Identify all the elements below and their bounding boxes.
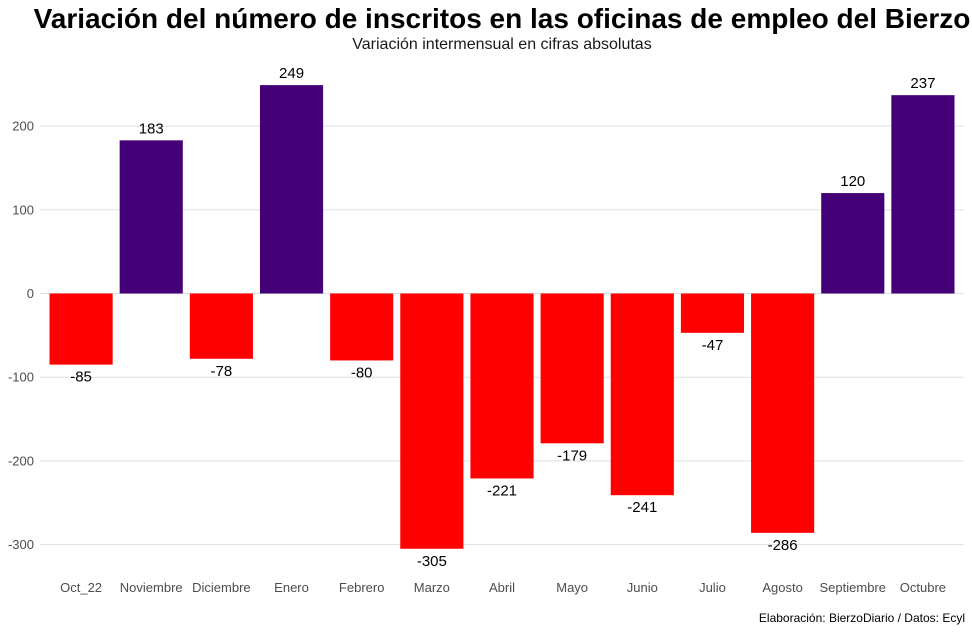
data-label: -47 <box>702 337 724 354</box>
y-tick-label: -300 <box>8 537 34 552</box>
x-tick-label: Agosto <box>762 580 802 595</box>
y-tick-label: -100 <box>8 370 34 385</box>
data-label: -286 <box>768 537 798 554</box>
bar <box>821 193 885 294</box>
data-labels: -85 183 -78 249 -80 -305 -221 -179 -241 -47 -286 12… <box>70 65 935 570</box>
data-label: -80 <box>351 364 373 381</box>
x-tick-label: Abril <box>489 580 515 595</box>
data-label: -241 <box>627 499 657 516</box>
bar <box>540 293 604 444</box>
bar <box>400 293 464 549</box>
bar <box>259 85 324 294</box>
bar <box>610 293 674 496</box>
y-tick-label: 100 <box>12 202 34 217</box>
bar <box>330 293 394 361</box>
data-label: 237 <box>910 75 935 92</box>
x-axis-ticks: Oct_22 Noviembre Diciembre Enero Febrero Marz… <box>60 580 946 595</box>
data-label: -78 <box>211 363 233 380</box>
y-tick-label: 200 <box>12 119 34 134</box>
x-tick-label: Enero <box>274 580 309 595</box>
data-label: -179 <box>557 447 587 464</box>
x-tick-label: Julio <box>699 580 726 595</box>
x-tick-label: Diciembre <box>192 580 251 595</box>
bar <box>470 293 534 479</box>
bar <box>891 95 955 294</box>
chart-title: Variación del número de inscritos en las… <box>33 3 971 34</box>
x-tick-label: Mayo <box>556 580 588 595</box>
chart-subtitle: Variación intermensual en cifras absolut… <box>352 36 652 53</box>
data-label: 183 <box>139 120 164 137</box>
y-tick-label: -200 <box>8 453 34 468</box>
bar <box>680 293 745 333</box>
data-label: -85 <box>70 369 92 386</box>
x-tick-label: Marzo <box>414 580 450 595</box>
x-tick-label: Octubre <box>900 580 946 595</box>
x-tick-label: Noviembre <box>120 580 183 595</box>
data-label: 120 <box>840 173 865 190</box>
y-axis-ticks: -300 -200 -100 0 100 200 <box>8 119 34 552</box>
bar <box>49 293 113 365</box>
bar <box>751 293 815 533</box>
y-tick-label: 0 <box>27 286 34 301</box>
x-tick-label: Septiembre <box>820 580 886 595</box>
bar <box>189 293 253 359</box>
data-label: -221 <box>487 482 517 499</box>
bar <box>119 140 183 294</box>
data-label: 249 <box>279 65 304 82</box>
x-tick-label: Junio <box>627 580 658 595</box>
data-label: -305 <box>417 553 447 570</box>
chart-caption: Elaboración: BierzoDiario / Datos: Ecyl <box>758 611 965 625</box>
x-tick-label: Febrero <box>339 580 385 595</box>
x-tick-label: Oct_22 <box>60 580 102 595</box>
bars <box>49 85 955 549</box>
